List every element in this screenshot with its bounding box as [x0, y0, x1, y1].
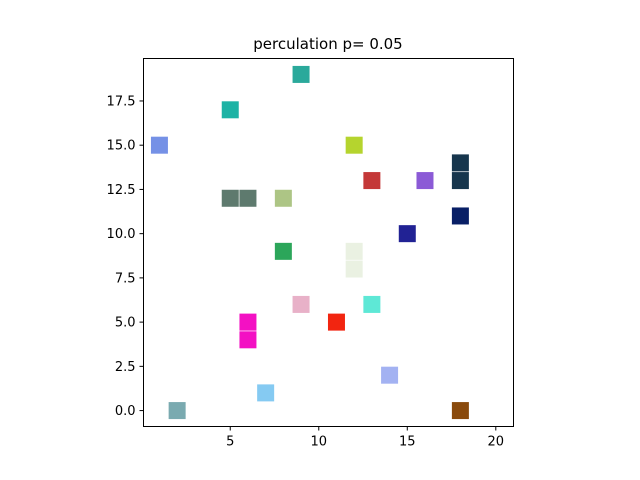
data-point [416, 172, 434, 190]
data-point [381, 366, 399, 384]
data-point [239, 189, 257, 207]
chart-title: perculation p= 0.05 [253, 35, 402, 53]
data-point [451, 154, 469, 172]
data-point [257, 384, 275, 402]
data-point [345, 242, 363, 260]
y-tick-label: 2.5 [115, 360, 136, 375]
y-axis-ticks: 0.0 2.5 5.0 7.5 10.0 12.5 15.0 17.5 [107, 94, 144, 419]
data-point [363, 295, 381, 313]
data-point [345, 260, 363, 278]
data-point [451, 402, 469, 420]
data-point [292, 65, 310, 83]
x-tick-label: 10 [310, 435, 327, 450]
y-tick-label: 0.0 [115, 404, 136, 419]
data-point [239, 313, 257, 331]
points-layer [150, 65, 469, 420]
y-tick-label: 5.0 [115, 316, 136, 331]
data-point [239, 331, 257, 349]
data-point [274, 242, 292, 260]
x-tick-label: 20 [488, 435, 505, 450]
data-point [221, 189, 239, 207]
data-point [168, 402, 186, 420]
data-point [451, 207, 469, 225]
x-tick-label: 15 [399, 435, 416, 450]
y-tick-label: 15.0 [107, 139, 136, 154]
data-point [451, 172, 469, 190]
data-point [345, 136, 363, 154]
data-point [363, 172, 381, 190]
data-point [398, 225, 416, 243]
y-tick-label: 17.5 [107, 94, 136, 109]
y-tick-label: 7.5 [115, 271, 136, 286]
data-point [274, 189, 292, 207]
data-point [292, 295, 310, 313]
y-tick-label: 10.0 [107, 227, 136, 242]
x-axis-ticks: 5 10 15 20 [226, 426, 505, 450]
x-tick-label: 5 [226, 435, 234, 450]
data-point [150, 136, 168, 154]
plot-frame [143, 58, 514, 427]
y-tick-label: 12.5 [107, 183, 136, 198]
data-point [221, 101, 239, 119]
data-point [327, 313, 345, 331]
